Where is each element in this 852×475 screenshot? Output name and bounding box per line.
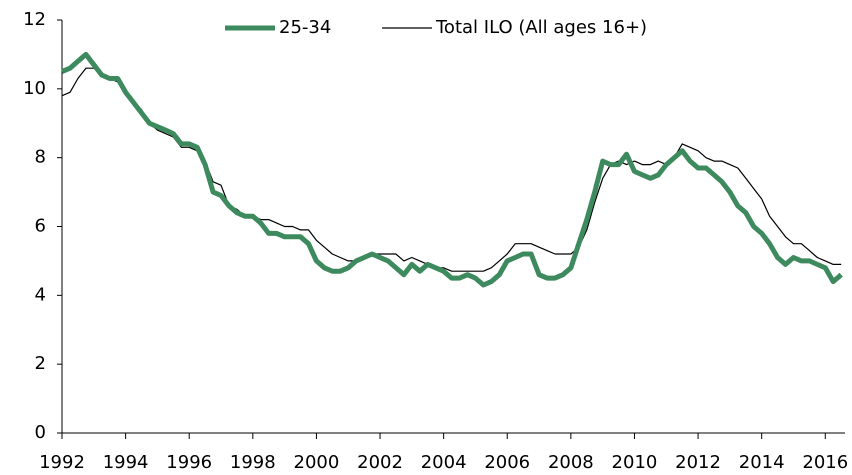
legend-label: 25-34	[279, 17, 331, 38]
legend-label: Total ILO (All ages 16+)	[435, 17, 647, 38]
series-line	[61, 67, 842, 272]
y-tick-label: 2	[35, 353, 46, 374]
x-tick-label: 2004	[421, 452, 467, 473]
y-tick-label: 8	[35, 147, 46, 168]
x-tick-label: 2000	[294, 452, 340, 473]
y-tick-label: 0	[35, 422, 46, 443]
x-tick-label: 1994	[103, 452, 149, 473]
x-tick-label: 2010	[612, 452, 658, 473]
x-tick-label: 2012	[675, 452, 721, 473]
series-line	[61, 51, 843, 288]
y-tick-label: 4	[35, 284, 46, 305]
x-tick-label: 2002	[357, 452, 403, 473]
x-tick-label: 1998	[230, 452, 276, 473]
x-tick-label: 2016	[802, 452, 848, 473]
y-tick-label: 6	[35, 216, 46, 237]
x-tick-label: 2006	[484, 452, 530, 473]
y-tick-label: 12	[23, 9, 46, 30]
x-tick-label: 1996	[166, 452, 212, 473]
x-tick-label: 2008	[548, 452, 594, 473]
y-tick-label: 10	[23, 78, 46, 99]
x-tick-label: 2014	[739, 452, 785, 473]
x-tick-label: 1992	[39, 452, 85, 473]
